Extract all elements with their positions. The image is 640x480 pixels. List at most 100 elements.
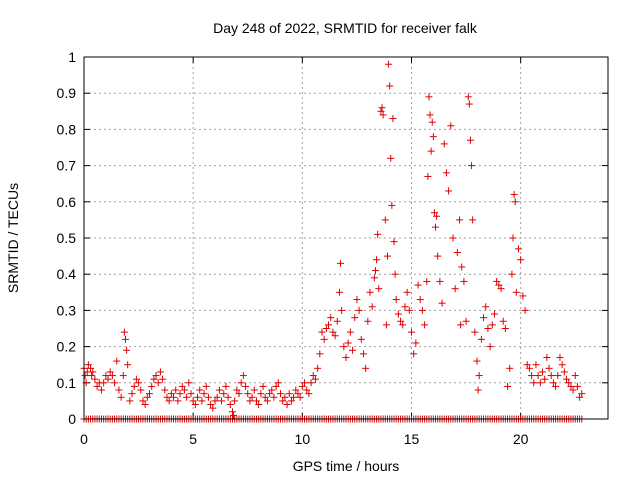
data-point bbox=[146, 390, 153, 398]
data-point bbox=[97, 386, 105, 394]
data-point bbox=[428, 118, 436, 126]
data-point bbox=[560, 368, 568, 376]
data-point bbox=[429, 133, 437, 141]
data-point bbox=[510, 191, 518, 199]
data-point bbox=[307, 379, 315, 387]
data-point bbox=[132, 375, 140, 383]
data-point bbox=[379, 111, 387, 119]
data-point bbox=[475, 372, 483, 380]
data-point bbox=[374, 230, 382, 238]
data-point bbox=[287, 397, 295, 405]
data-point bbox=[508, 270, 516, 278]
data-point bbox=[528, 372, 536, 380]
x-tick-label: 10 bbox=[295, 431, 311, 447]
data-point bbox=[242, 382, 250, 390]
data-point bbox=[191, 401, 199, 409]
data-point bbox=[381, 216, 389, 224]
data-point bbox=[189, 397, 197, 405]
data-point bbox=[178, 382, 186, 390]
data-point bbox=[259, 382, 267, 390]
data-point bbox=[228, 408, 236, 416]
data-point bbox=[215, 386, 223, 394]
data-point bbox=[230, 411, 238, 419]
data-point bbox=[474, 386, 482, 394]
data-point bbox=[501, 325, 509, 332]
data-point bbox=[432, 223, 440, 231]
data-point bbox=[353, 296, 361, 304]
data-point bbox=[338, 306, 346, 314]
data-point bbox=[333, 317, 341, 325]
y-tick-label: 0.8 bbox=[57, 121, 77, 137]
data-point bbox=[266, 390, 274, 398]
data-point bbox=[397, 317, 405, 325]
data-point bbox=[532, 361, 540, 369]
data-point bbox=[368, 303, 376, 311]
data-point bbox=[121, 335, 129, 343]
data-point bbox=[198, 397, 206, 405]
y-tick-label: 0.5 bbox=[57, 230, 77, 246]
data-point bbox=[346, 328, 354, 336]
data-point bbox=[509, 234, 517, 242]
data-point bbox=[89, 368, 97, 376]
data-point bbox=[423, 277, 431, 285]
axis-ticks: 00.10.20.30.40.50.60.70.80.910 5 10 15 20 bbox=[57, 49, 608, 447]
grid-lines bbox=[84, 57, 608, 419]
data-point bbox=[93, 382, 101, 390]
data-point bbox=[213, 393, 221, 401]
data-point bbox=[514, 245, 522, 253]
data-point bbox=[469, 216, 477, 224]
data-point bbox=[268, 386, 276, 394]
data-point bbox=[292, 386, 300, 394]
data-point bbox=[327, 314, 335, 322]
data-point bbox=[126, 397, 134, 405]
data-point bbox=[565, 379, 573, 387]
data-point bbox=[445, 187, 453, 195]
data-point bbox=[359, 350, 367, 358]
data-point bbox=[401, 303, 409, 311]
data-point bbox=[246, 397, 254, 405]
data-point bbox=[558, 361, 566, 369]
data-point bbox=[412, 339, 420, 347]
data-point bbox=[440, 140, 448, 148]
data-point bbox=[224, 393, 232, 401]
data-point bbox=[84, 361, 92, 369]
data-point bbox=[480, 314, 488, 322]
data-point bbox=[277, 390, 284, 398]
data-point bbox=[549, 379, 557, 387]
data-point bbox=[541, 375, 549, 383]
data-point bbox=[386, 82, 394, 90]
data-point bbox=[465, 100, 473, 108]
data-point bbox=[314, 364, 322, 372]
data-point bbox=[436, 277, 444, 285]
data-point bbox=[237, 379, 245, 387]
data-point bbox=[218, 397, 226, 405]
data-point bbox=[106, 368, 114, 376]
data-point bbox=[464, 93, 472, 101]
data-point bbox=[124, 361, 132, 369]
data-point bbox=[322, 325, 330, 332]
data-point bbox=[143, 393, 151, 401]
data-point bbox=[220, 390, 228, 398]
data-point bbox=[250, 386, 258, 394]
data-point bbox=[248, 393, 256, 401]
data-point bbox=[468, 162, 476, 170]
data-point bbox=[392, 296, 400, 304]
data-point bbox=[418, 306, 426, 314]
data-point bbox=[504, 382, 512, 390]
data-point bbox=[378, 104, 386, 112]
data-point bbox=[456, 216, 464, 224]
data-point bbox=[88, 372, 96, 380]
data-point bbox=[318, 328, 326, 336]
data-point bbox=[490, 310, 498, 318]
data-point bbox=[239, 372, 247, 380]
data-point bbox=[150, 375, 158, 383]
data-point bbox=[545, 364, 553, 372]
data-point bbox=[176, 390, 184, 398]
data-point bbox=[499, 317, 507, 325]
data-point bbox=[244, 390, 252, 398]
data-point bbox=[536, 379, 544, 387]
data-point bbox=[451, 285, 459, 293]
data-point bbox=[152, 372, 160, 380]
data-point bbox=[104, 375, 112, 383]
data-point bbox=[482, 303, 490, 311]
